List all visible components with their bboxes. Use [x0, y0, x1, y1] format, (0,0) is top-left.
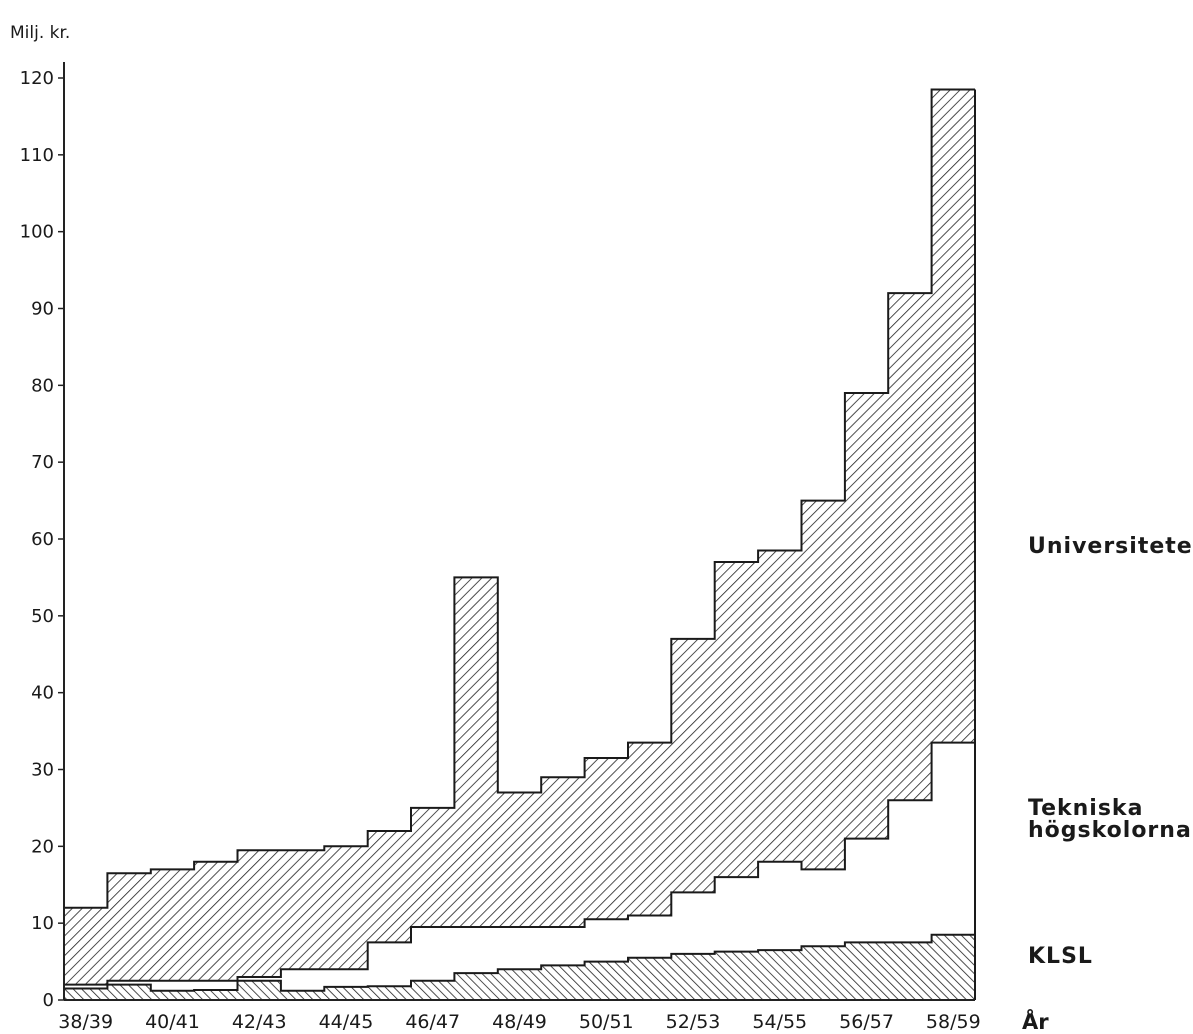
y-tick-label: 100	[20, 222, 54, 243]
x-tick-label: 58/59	[926, 1011, 981, 1033]
y-tick-label: 120	[20, 68, 54, 89]
band-klsl	[64, 934, 975, 1000]
series-label-klsl: KLSL	[1028, 944, 1093, 969]
x-tick-label: 46/47	[405, 1011, 460, 1033]
x-tick-label: 42/43	[232, 1011, 287, 1033]
x-tick-label: 48/49	[492, 1011, 547, 1033]
series-label-universiteten: Universiteten	[1028, 534, 1193, 559]
series-label-tekniska-line-2: högskolorna	[1028, 818, 1192, 843]
y-tick-label: 50	[31, 606, 54, 627]
x-tick-label: 40/41	[145, 1011, 200, 1033]
y-tick-label: 80	[31, 375, 54, 396]
band-tekniska-hogskolorna	[64, 742, 975, 991]
y-tick-label: 70	[31, 452, 54, 473]
series-label-tekniska-line-1: Tekniska	[1028, 796, 1143, 821]
x-axis-ticks: 38/39 40/41 42/43 44/45 46/47 48/49 50/51 52/53…	[58, 1011, 980, 1033]
y-tick-label: 110	[20, 145, 54, 166]
x-tick-label: 56/57	[839, 1011, 894, 1033]
series-line-klsl	[64, 933, 975, 992]
y-tick-label: 40	[31, 683, 54, 704]
x-axis-title: År	[1022, 1009, 1049, 1034]
x-tick-label: 52/53	[666, 1011, 721, 1033]
y-tick-label: 90	[31, 299, 54, 320]
x-tick-label: 44/45	[319, 1011, 374, 1033]
y-tick-label: 20	[31, 836, 54, 857]
band-universiteten	[64, 89, 975, 985]
series-label-tekniska: Tekniska högskolorna	[1028, 796, 1192, 843]
series-line-tekniska-hogskolorna	[64, 741, 975, 986]
series-bands	[64, 89, 975, 1000]
y-tick-label: 10	[31, 913, 54, 934]
x-tick-label: 54/55	[752, 1011, 807, 1033]
y-tick-label: 0	[43, 990, 54, 1011]
y-axis-ticks: 0 10 20 30 40 50 60 70 80 90 100 110 120	[20, 68, 64, 1011]
y-tick-label: 30	[31, 760, 54, 781]
series-line-universiteten	[64, 88, 975, 909]
y-tick-label: 60	[31, 529, 54, 550]
x-tick-label: 38/39	[58, 1011, 113, 1033]
x-tick-label: 50/51	[579, 1011, 634, 1033]
y-unit-label: Milj. kr.	[10, 23, 70, 43]
